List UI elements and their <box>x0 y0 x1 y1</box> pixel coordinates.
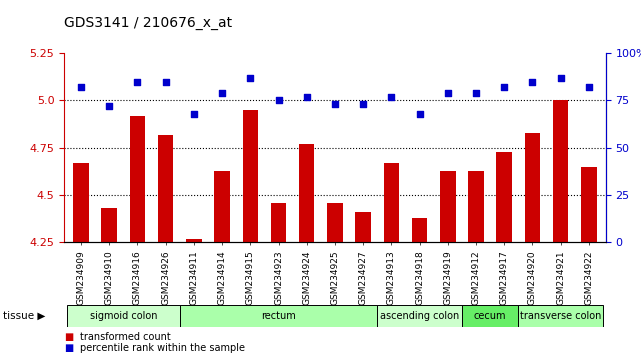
Bar <box>524 133 540 242</box>
Bar <box>67 305 179 327</box>
Point <box>273 98 283 103</box>
Point <box>415 111 425 116</box>
Text: ■: ■ <box>64 343 73 353</box>
Text: cecum: cecum <box>474 311 506 321</box>
Bar <box>462 305 519 327</box>
Bar <box>378 305 462 327</box>
Point <box>132 79 142 84</box>
Text: GDS3141 / 210676_x_at: GDS3141 / 210676_x_at <box>64 16 232 30</box>
Point <box>217 90 227 96</box>
Text: transformed count: transformed count <box>80 332 171 342</box>
Point <box>443 90 453 96</box>
Text: sigmoid colon: sigmoid colon <box>90 311 157 321</box>
Bar <box>412 218 428 242</box>
Bar <box>299 144 315 242</box>
Bar <box>101 209 117 242</box>
Bar <box>355 212 371 242</box>
Text: transverse colon: transverse colon <box>520 311 601 321</box>
Point <box>301 94 312 99</box>
Point <box>160 79 171 84</box>
Bar <box>242 110 258 242</box>
Text: percentile rank within the sample: percentile rank within the sample <box>80 343 245 353</box>
Bar <box>496 152 512 242</box>
Bar <box>519 305 603 327</box>
Bar <box>581 167 597 242</box>
Bar <box>214 171 230 242</box>
Bar <box>129 116 146 242</box>
Point <box>358 101 369 107</box>
Point <box>188 111 199 116</box>
Point <box>584 84 594 90</box>
Point <box>556 75 566 81</box>
Bar <box>271 203 287 242</box>
Bar <box>440 171 456 242</box>
Bar <box>186 239 202 242</box>
Point <box>104 103 114 109</box>
Bar <box>73 163 89 242</box>
Bar <box>327 203 343 242</box>
Text: tissue ▶: tissue ▶ <box>3 311 46 321</box>
Point <box>499 84 510 90</box>
Point <box>387 94 397 99</box>
Bar <box>158 135 174 242</box>
Point <box>528 79 538 84</box>
Bar <box>179 305 378 327</box>
Bar <box>468 171 484 242</box>
Point <box>76 84 86 90</box>
Text: rectum: rectum <box>261 311 296 321</box>
Point <box>330 101 340 107</box>
Bar <box>383 163 399 242</box>
Bar <box>553 101 569 242</box>
Text: ■: ■ <box>64 332 73 342</box>
Point <box>245 75 255 81</box>
Point <box>471 90 481 96</box>
Text: ascending colon: ascending colon <box>380 311 459 321</box>
